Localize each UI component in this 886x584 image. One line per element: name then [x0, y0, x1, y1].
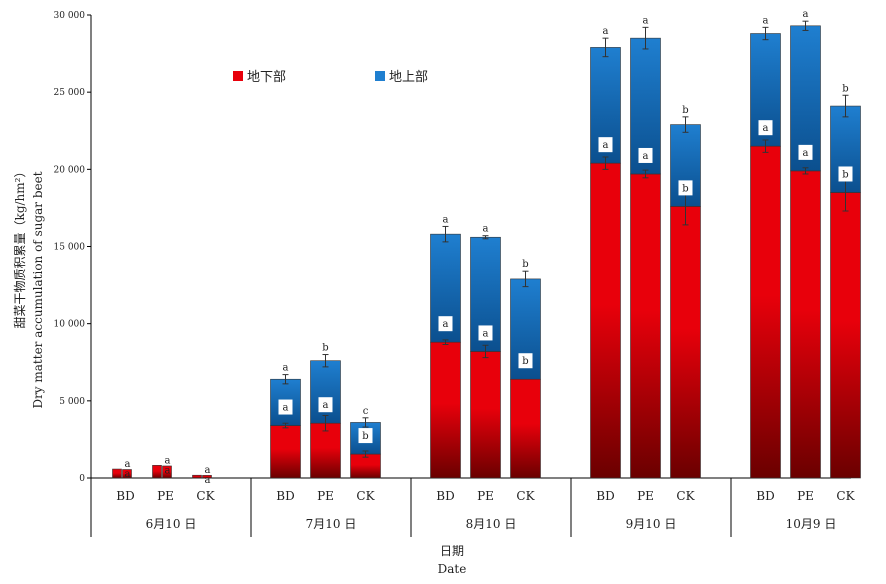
sig-letter-above: a: [205, 465, 211, 476]
group-label: 6月10 日: [146, 517, 197, 531]
sig-letter-below: b: [682, 183, 688, 194]
category-tick-label: BD: [436, 489, 454, 503]
sig-letter-below: a: [803, 148, 809, 159]
sig-letter-below: a: [763, 123, 769, 134]
group-label: 10月9 日: [786, 517, 837, 531]
y-tick-label: 20 000: [54, 165, 86, 175]
sig-letter-box: [518, 353, 533, 369]
sig-letter-below: a: [283, 403, 289, 414]
sig-letter-above: b: [682, 105, 688, 116]
legend-label-above: 地上部: [389, 70, 428, 85]
y-tick-label: 0: [79, 474, 85, 484]
sig-letter-above: a: [643, 15, 649, 26]
bar-below-bd: [590, 162, 621, 479]
y-tick-label: 30 000: [54, 11, 86, 21]
y-tick-label: 10 000: [54, 320, 86, 330]
bar-below-pe: [162, 465, 172, 479]
category-tick-label: BD: [596, 489, 614, 503]
bar-above-pe: [310, 360, 341, 424]
bar-below-pe: [310, 422, 341, 479]
group-label: 9月10 日: [626, 517, 677, 531]
sig-letter-below: a: [125, 469, 131, 480]
y-tick-label: 5 000: [59, 397, 85, 407]
sig-letter-box: [358, 428, 373, 444]
sig-letter-below: a: [165, 465, 171, 476]
sig-letter-below: b: [362, 431, 368, 442]
y-tick-label: 25 000: [54, 88, 86, 98]
sig-letter-below: a: [443, 319, 449, 330]
sig-letter-below: a: [205, 475, 211, 486]
sig-letter-above: b: [522, 259, 528, 270]
bar-below-pe: [152, 465, 162, 479]
x-axis-label-cn: 日期: [440, 544, 464, 558]
sig-letter-above: a: [443, 214, 449, 225]
sig-letter-box: [838, 166, 853, 182]
bar-below-pe: [790, 170, 821, 479]
sig-letter-above: a: [283, 363, 289, 374]
sig-letter-below: a: [643, 151, 649, 162]
sig-letter-box: [478, 325, 493, 341]
bar-below-bd: [750, 145, 781, 479]
sig-letter-box: [678, 180, 693, 196]
y-axis-label-en: Dry matter accumulation of sugar beet: [31, 171, 45, 408]
sig-letter-above: b: [842, 83, 848, 94]
category-tick-label: CK: [356, 489, 375, 503]
category-tick-label: PE: [637, 489, 654, 503]
sig-letter-box: [638, 147, 653, 163]
category-tick-label: CK: [196, 489, 215, 503]
x-axis-label-en: Date: [438, 562, 467, 576]
sig-letter-below: a: [483, 328, 489, 339]
group-label: 8月10 日: [466, 517, 517, 531]
legend-label-below: 地下部: [247, 70, 286, 85]
legend-swatch-above: [375, 71, 385, 81]
category-tick-label: CK: [836, 489, 855, 503]
sig-letter-box: [278, 399, 293, 415]
category-tick-label: BD: [276, 489, 294, 503]
bar-below-bd: [112, 468, 122, 479]
bar-below-ck: [510, 378, 541, 479]
bar-below-bd: [270, 425, 301, 479]
y-tick-label: 15 000: [54, 243, 86, 253]
sig-letter-above: a: [125, 459, 131, 470]
category-tick-label: CK: [516, 489, 535, 503]
plot-area: 0 5 000 10 000 15 000 20 000 25 000 30 000 6月10…: [54, 9, 861, 537]
sig-letter-below: a: [323, 400, 329, 411]
bar-below-bd: [430, 341, 461, 479]
sig-letter-box: [798, 144, 813, 160]
category-tick-label: BD: [756, 489, 774, 503]
sig-letter-above: a: [483, 224, 489, 235]
sig-letter-below: a: [603, 140, 609, 151]
sig-letter-above: b: [322, 343, 328, 354]
legend-swatch-below: [233, 71, 243, 81]
sig-letter-above: a: [803, 9, 809, 20]
bar-below-bd: [122, 469, 132, 479]
y-axis-label-cn: 甜菜干物质积累量（kg/hm²）: [13, 166, 27, 329]
sig-letter-above: a: [603, 26, 609, 37]
sig-letter-box: [758, 120, 773, 136]
sig-letter-box: [438, 316, 453, 332]
category-tick-label: PE: [797, 489, 814, 503]
sig-letter-below: b: [842, 169, 848, 180]
bar-below-ck: [350, 453, 381, 479]
bar-below-pe: [470, 351, 501, 479]
bar-below-ck: [670, 206, 701, 479]
sig-letter-box: [598, 137, 613, 153]
category-tick-label: CK: [676, 489, 695, 503]
category-tick-label: BD: [116, 489, 134, 503]
legend: 地下部 地上部: [233, 70, 428, 85]
sig-letter-above: a: [165, 455, 171, 466]
group-label: 7月10 日: [306, 517, 357, 531]
bar-below-ck: [192, 474, 202, 479]
category-tick-label: PE: [477, 489, 494, 503]
sig-letter-above: a: [763, 15, 769, 26]
sig-letter-box: [318, 397, 333, 413]
bar-below-pe: [630, 173, 661, 479]
category-tick-label: PE: [157, 489, 174, 503]
category-tick-label: PE: [317, 489, 334, 503]
sig-letter-above: c: [363, 406, 369, 417]
bar-below-ck: [830, 192, 861, 479]
bar-below-ck: [202, 475, 212, 479]
sig-letter-below: b: [522, 356, 528, 367]
